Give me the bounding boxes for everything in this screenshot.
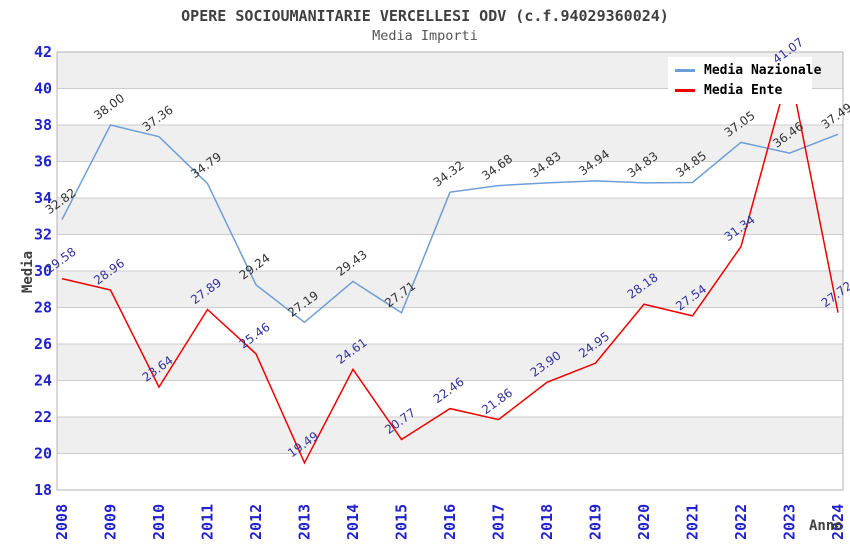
plot-band xyxy=(57,125,843,162)
y-tick-label: 42 xyxy=(34,43,52,61)
chart-title: OPERE SOCIOUMANITARIE VERCELLESI ODV (c.… xyxy=(181,7,669,25)
x-tick-label: 2008 xyxy=(53,504,71,540)
plot-band xyxy=(57,198,843,235)
y-tick-label: 28 xyxy=(34,299,52,317)
plot-band xyxy=(57,417,843,454)
y-tick-label: 32 xyxy=(34,226,52,244)
legend-line-swatch-nazionale xyxy=(675,68,695,72)
x-tick-label: 2009 xyxy=(102,504,120,540)
x-tick-label: 2020 xyxy=(635,504,653,540)
x-tick-label: 2015 xyxy=(393,504,411,540)
x-tick-label: 2016 xyxy=(441,504,459,540)
x-tick-label: 2017 xyxy=(490,504,508,540)
legend-item-media-ente: Media Ente xyxy=(668,80,812,100)
plot-band xyxy=(57,271,843,308)
y-tick-label: 18 xyxy=(34,481,52,499)
x-tick-label: 2014 xyxy=(344,504,362,540)
series-line-0 xyxy=(61,124,839,324)
x-axis-title: Anno xyxy=(809,518,843,534)
chart-subtitle: Media Importi xyxy=(372,28,478,44)
y-tick-label: 26 xyxy=(34,335,52,353)
x-tick-label: 2019 xyxy=(587,504,605,540)
x-tick-label: 2024 xyxy=(829,504,847,540)
x-tick-label: 2012 xyxy=(247,504,265,540)
series-line-1 xyxy=(61,68,839,465)
y-tick-label: 22 xyxy=(34,408,52,426)
y-tick-label: 34 xyxy=(34,189,52,207)
x-tick-label: 2021 xyxy=(684,504,702,540)
legend-label-media-ente: Media Ente xyxy=(704,82,783,98)
x-tick-label: 2022 xyxy=(732,504,750,540)
plot-border xyxy=(56,51,844,491)
legend-item-media-nazionale: Media Nazionale xyxy=(668,60,821,80)
legend-label-media-nazionale: Media Nazionale xyxy=(704,62,822,78)
x-tick-label: 2013 xyxy=(296,504,314,540)
y-tick-label: 38 xyxy=(34,116,52,134)
y-axis-title: Media xyxy=(20,250,36,294)
plot-band xyxy=(57,344,843,381)
x-tick-label: 2018 xyxy=(538,504,556,540)
y-tick-label: 24 xyxy=(34,372,52,390)
x-tick-label: 2010 xyxy=(150,504,168,540)
y-tick-label: 20 xyxy=(34,445,52,463)
x-tick-label: 2023 xyxy=(781,504,799,540)
legend: Media Nazionale Media Ente xyxy=(668,57,821,104)
legend-line-swatch-ente xyxy=(675,88,695,92)
y-tick-label: 30 xyxy=(34,262,52,280)
x-tick-label: 2011 xyxy=(199,504,217,540)
y-tick-label: 36 xyxy=(34,153,52,171)
y-tick-label: 40 xyxy=(34,80,52,98)
